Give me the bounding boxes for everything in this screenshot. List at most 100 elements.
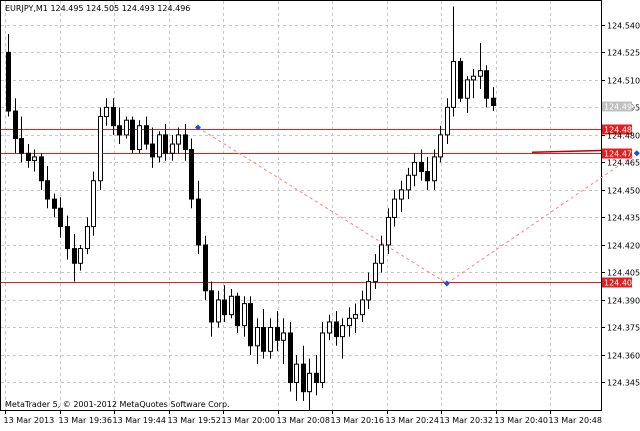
candles xyxy=(6,6,496,410)
candle-body-bear xyxy=(45,180,50,200)
y-tick-label: 124.375 xyxy=(607,324,640,333)
candle xyxy=(104,98,109,126)
y-tick-label: 124.390 xyxy=(607,297,640,306)
candle-body-bear xyxy=(275,326,280,341)
candle xyxy=(471,68,476,99)
candle-body-bear xyxy=(209,290,214,323)
candle xyxy=(484,65,489,108)
candle-body-bull xyxy=(465,79,470,99)
candle xyxy=(26,144,31,168)
candle xyxy=(124,116,129,139)
candle xyxy=(320,321,325,388)
candle xyxy=(392,189,397,227)
level-price-tag xyxy=(602,148,632,159)
y-tick-label: 124.450 xyxy=(607,187,640,196)
current-price-tag xyxy=(602,101,632,112)
candle-body-bear xyxy=(314,372,319,383)
candle xyxy=(327,314,332,341)
candle-body-bear xyxy=(26,152,31,162)
candle-body-bear xyxy=(484,70,489,99)
candle-body-bull xyxy=(104,106,109,118)
x-axis: 13 Mar 2013 13 Mar 19:36 13 Mar 19:44 13 Ma… xyxy=(4,410,602,425)
candle xyxy=(52,193,57,218)
x-tick-label: 13 Mar 20:08 xyxy=(277,416,330,425)
candle xyxy=(65,215,70,260)
y-tick-label: 124.465 xyxy=(607,159,640,168)
candle-body-bear xyxy=(13,110,18,140)
candle xyxy=(275,310,280,352)
candle-body-bear xyxy=(72,248,77,264)
candle-body-bull xyxy=(124,119,129,136)
candle-body-bull xyxy=(451,61,456,108)
candle xyxy=(432,149,437,190)
candle xyxy=(229,288,234,319)
x-tick-label: 13 Mar 20:16 xyxy=(331,416,384,425)
candle xyxy=(406,167,411,200)
candle-body-bull xyxy=(478,70,483,77)
y-axis: 124.540124.525124.510124.495124.480124.4… xyxy=(601,22,640,388)
zigzag-indicator xyxy=(194,124,640,287)
horizontal-levels: 124.483 124.470 124.400 xyxy=(1,124,637,288)
candle-body-bear xyxy=(39,156,44,182)
candle xyxy=(111,98,116,135)
current-price-label: 124.496 xyxy=(604,103,637,112)
candle-body-bull xyxy=(353,314,358,319)
candle-body-bull xyxy=(78,248,83,264)
candle-body-bull xyxy=(373,262,378,283)
candle xyxy=(58,197,63,238)
candle xyxy=(419,149,424,181)
candle-body-bull xyxy=(294,363,299,383)
candle xyxy=(98,107,103,190)
x-tick-label: 13 Mar 20:00 xyxy=(222,416,275,425)
trend-segment-line xyxy=(531,149,602,154)
candle-body-bull xyxy=(268,326,273,352)
candle xyxy=(386,208,391,255)
candle-body-bear xyxy=(52,198,57,209)
candle xyxy=(183,123,188,161)
candle xyxy=(91,171,96,236)
level-price-label: 124.400 xyxy=(604,279,637,288)
x-tick-label: 13 Mar 20:40 xyxy=(495,416,548,425)
candle xyxy=(445,98,450,145)
candle-body-bull xyxy=(379,244,384,264)
candle xyxy=(235,292,240,333)
candle-body-bull xyxy=(242,303,247,327)
candle-body-bull xyxy=(471,75,476,81)
candle-body-bull xyxy=(157,134,162,158)
candle-body-bull xyxy=(406,174,411,191)
candle xyxy=(366,272,371,310)
candle-body-bull xyxy=(98,116,103,182)
candle xyxy=(19,116,24,163)
x-tick-label: 13 Mar 19:52 xyxy=(168,416,221,425)
candle-body-bull xyxy=(307,372,312,393)
candle xyxy=(373,254,378,289)
candle xyxy=(340,318,345,359)
candle-body-bear xyxy=(491,97,496,107)
candle-body-bull xyxy=(216,299,221,323)
candle-body-bull xyxy=(320,332,325,383)
candle-body-bull xyxy=(366,281,371,301)
candle-body-bear xyxy=(248,303,253,347)
x-tick-label: 13 Mar 2013 xyxy=(4,416,55,425)
x-tick-label: 13 Mar 20:48 xyxy=(549,416,602,425)
candle xyxy=(281,318,286,365)
zigzag-pivot-marker xyxy=(194,124,201,131)
candle-body-bull xyxy=(85,226,90,250)
candle-body-bear xyxy=(334,321,339,338)
candle-body-bear xyxy=(301,363,306,393)
candle xyxy=(163,123,168,161)
level-price-tag xyxy=(602,124,632,135)
candle xyxy=(255,318,260,365)
candle xyxy=(399,180,404,212)
candle-body-bear xyxy=(19,138,24,154)
candle xyxy=(425,156,430,190)
candle xyxy=(334,310,339,346)
candle xyxy=(347,307,352,337)
candle-body-bear xyxy=(150,143,155,158)
candle-body-bull xyxy=(281,332,286,341)
candle-body-bear xyxy=(144,125,149,145)
candle-body-bull xyxy=(170,143,175,154)
candle xyxy=(222,285,227,322)
candle xyxy=(78,244,83,271)
candle xyxy=(261,309,266,359)
